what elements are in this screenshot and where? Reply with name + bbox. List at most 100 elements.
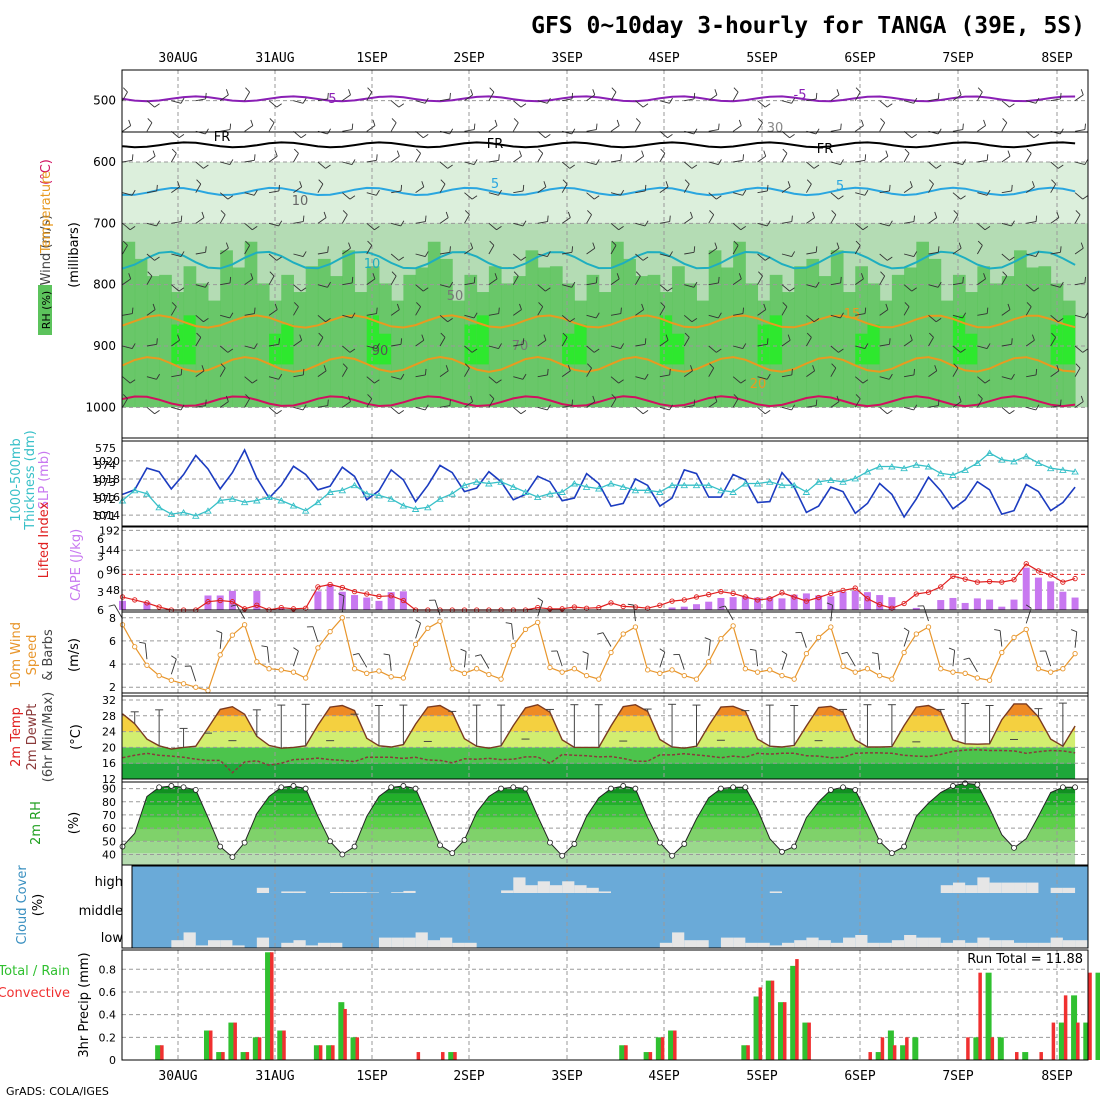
wind-barb-10-32-flag — [520, 409, 527, 415]
surface-wind-barb-48 — [708, 639, 711, 656]
surface-wind-barb-50-flag — [719, 605, 726, 608]
lifted-index-marker-35 — [547, 606, 553, 612]
wind-barb-0-4-flag — [180, 97, 185, 104]
wind-barb-0-58 — [830, 94, 840, 102]
wind-barb-0-70-flag — [977, 87, 983, 93]
date-label-bottom-2: 1SEP — [356, 1069, 387, 1084]
cloud-high-bar-22 — [391, 892, 404, 893]
wind-barb-3-76-flag — [1051, 179, 1056, 185]
contour-label-3: FR — [487, 137, 504, 152]
contour-label-1: -5 — [794, 88, 807, 103]
cape-frame — [121, 526, 1089, 611]
wind-barb-8-74-flag — [1031, 334, 1035, 341]
wind-barb-2-0-flag — [131, 154, 134, 161]
wind-barb-9-4-flag — [180, 368, 183, 375]
cloud-high-bar-36 — [562, 881, 575, 893]
lifted-index-marker-10 — [241, 606, 248, 612]
temperature-panel — [122, 696, 1088, 780]
wind-barb-4-30-flag — [496, 225, 502, 231]
wind-speed-marker-18 — [339, 615, 345, 621]
wind-barb-6-60-flag — [861, 273, 864, 280]
wind-speed-marker-29 — [474, 666, 480, 672]
lifted-index-marker-54 — [779, 590, 785, 596]
wind-barb-9-32-flag — [522, 373, 527, 380]
wind-barb-7-24 — [415, 306, 421, 316]
wind-barb-10-78-flag — [1080, 395, 1084, 402]
wind-barb-10-10 — [244, 398, 251, 408]
wind-speed-marker-57 — [815, 634, 822, 641]
cloud-low-bar-26 — [440, 937, 453, 948]
thickness-marker-8 — [216, 497, 224, 504]
wind-barb-7-8-flag — [229, 312, 234, 319]
cape-bar-51 — [741, 596, 749, 610]
wind-barb-3-34 — [537, 186, 547, 194]
precip-convective-bar-54 — [782, 1002, 787, 1060]
surface-wind-barb-60 — [846, 652, 856, 667]
cloud-low-bar-77 — [1062, 940, 1076, 948]
wind-barb-7-78 — [1074, 314, 1085, 319]
wind-barb-1-28 — [464, 129, 475, 132]
wind-speed-marker-4 — [168, 677, 175, 683]
wind-barb-10-48 — [708, 401, 718, 408]
wind-barb-4-42 — [635, 222, 646, 227]
wind-barb-3-64 — [903, 186, 913, 194]
rh-fill-column-8 — [220, 250, 233, 408]
wind-barb-1-12-flag — [269, 118, 275, 123]
wind-barb-2-56 — [806, 161, 815, 169]
rh-marker-5 — [180, 784, 187, 791]
wind-barb-4-14 — [293, 221, 304, 224]
wind-barb-5-48 — [708, 247, 718, 255]
wind-barb-10-2 — [146, 406, 155, 415]
wind-speed-marker-67 — [938, 666, 944, 672]
wind-barb-2-56-flag — [813, 164, 820, 169]
precip-frame — [121, 949, 1089, 1061]
wind-speed-marker-9 — [229, 632, 236, 638]
wind-barb-6-52-flag — [758, 271, 763, 277]
cloud-low-bar-27 — [452, 942, 465, 948]
precip-tick-3: 0.6 — [99, 986, 117, 999]
wind-barb-4-16-flag — [323, 211, 327, 218]
cape-bar-52 — [754, 597, 762, 610]
precip-total-bar-77 — [1058, 1022, 1065, 1060]
wind-barb-8-48 — [708, 345, 717, 353]
wind-barb-7-0 — [122, 313, 133, 316]
wind-barb-7-22-flag — [396, 303, 400, 310]
wind-speed-marker-64 — [901, 649, 907, 656]
wind-barb-4-52 — [757, 222, 768, 227]
lifted-index-marker-20 — [364, 591, 370, 597]
wind-barb-3-48-flag — [716, 195, 722, 200]
wind-barb-9-78-flag — [1075, 363, 1081, 369]
cloud-low-bar-8 — [220, 940, 233, 948]
rh-fill-column-58 — [830, 250, 844, 408]
wind-barb-9-68 — [952, 367, 959, 377]
lifted-index-marker-8 — [217, 597, 223, 604]
cape-bar-60 — [851, 590, 859, 610]
cloud-high-bar-72 — [1001, 882, 1015, 893]
rh-marker-15 — [302, 785, 309, 792]
wind-barb-10-42 — [635, 406, 644, 415]
date-label-bottom-5: 4SEP — [648, 1069, 679, 1084]
wind-barb-7-14-flag — [293, 302, 299, 307]
isotherm-20 — [122, 355, 1076, 373]
precip-total-bar-43 — [643, 1052, 650, 1060]
wind-barb-9-28-flag — [464, 363, 470, 369]
wind-barb-4-8 — [219, 214, 226, 224]
wind-barb-0-22 — [390, 100, 400, 108]
cloud-low-bar-57 — [818, 940, 831, 948]
wind-barb-5-56-flag — [815, 246, 818, 253]
wind-barb-10-24-flag — [424, 404, 429, 411]
wind-barb-5-20-flag — [367, 240, 373, 246]
lifted-index-marker-40 — [608, 600, 614, 606]
rh-fill-column-46 — [684, 283, 697, 408]
wind-barb-8-64-flag — [909, 334, 913, 341]
wind-barb-1-62 — [879, 122, 886, 132]
cloud-low-bar-54 — [781, 942, 795, 948]
wind-barb-10-4 — [171, 406, 182, 411]
lifted-index-marker-70 — [974, 579, 981, 585]
wind-barb-7-74-flag — [1026, 302, 1032, 307]
cape-bar-50 — [729, 597, 737, 610]
lifted-index-marker-42 — [632, 604, 639, 610]
precip-tick-2: 0.4 — [99, 1009, 117, 1022]
wind-barb-1-20 — [366, 125, 376, 132]
precip-total-bar-45 — [668, 1030, 675, 1060]
